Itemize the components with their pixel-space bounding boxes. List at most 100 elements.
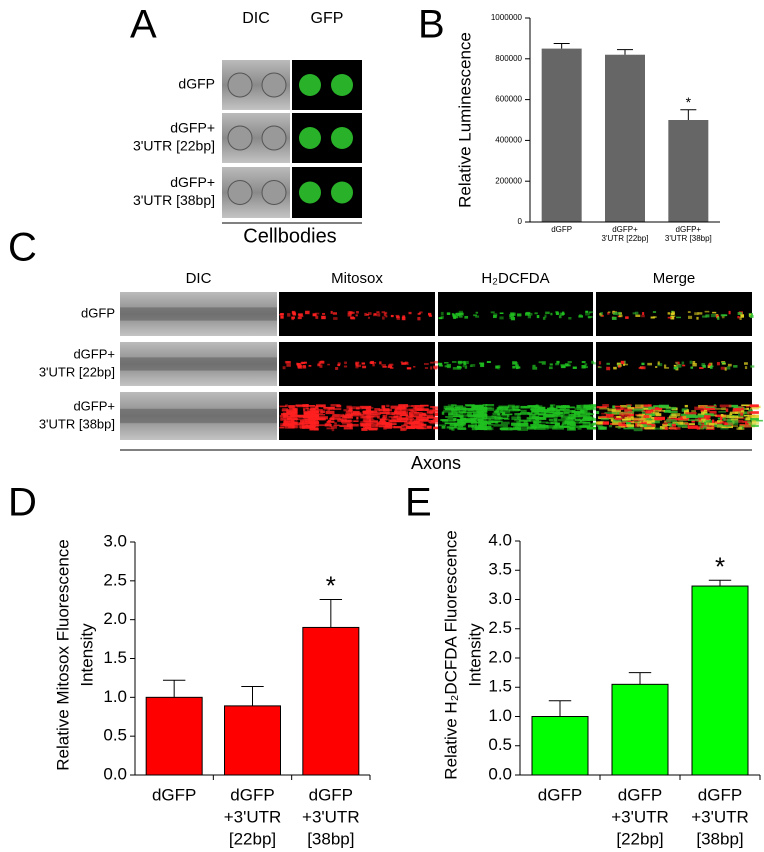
fluor-dot bbox=[365, 415, 375, 418]
fluor-dot bbox=[486, 361, 491, 363]
fluor-dot bbox=[384, 418, 390, 421]
fluor-dot bbox=[710, 365, 714, 368]
y-tick-label: 1.0 bbox=[103, 687, 127, 706]
fluor-dot bbox=[600, 417, 609, 421]
fluor-dot bbox=[618, 314, 623, 318]
fluor-dot bbox=[580, 408, 591, 411]
fluor-dot bbox=[512, 361, 517, 365]
fluor-dot bbox=[692, 361, 696, 364]
axon-band bbox=[120, 408, 277, 424]
fluor-dot bbox=[618, 422, 626, 426]
fluor-dot bbox=[471, 427, 478, 431]
row-label: dGFP+ bbox=[73, 398, 115, 413]
x-tick-label: dGFP bbox=[698, 785, 742, 804]
fluor-dot bbox=[659, 426, 668, 430]
fluor-dot bbox=[647, 362, 653, 366]
fluor-dot bbox=[645, 411, 652, 414]
fluor-dot bbox=[751, 414, 759, 418]
fluor-dot bbox=[598, 426, 605, 430]
fluor-dot bbox=[279, 426, 285, 429]
fluor-dot bbox=[697, 312, 703, 315]
fluor-dot bbox=[613, 419, 621, 423]
error-bar bbox=[241, 685, 264, 706]
fluor-dot bbox=[544, 314, 547, 318]
fluor-dot bbox=[294, 422, 306, 425]
row-label: 3'UTR [38bp] bbox=[133, 192, 215, 208]
fluor-dot bbox=[283, 414, 289, 418]
fluor-dot bbox=[381, 311, 386, 314]
fluor-dot bbox=[381, 422, 390, 425]
fluor-dot bbox=[676, 364, 682, 368]
micrograph bbox=[292, 167, 362, 218]
fluor-dot bbox=[550, 312, 553, 316]
fluor-dot bbox=[335, 367, 339, 370]
fluor-dot bbox=[630, 421, 634, 424]
fluor-dot bbox=[569, 426, 575, 430]
cell-glow bbox=[331, 181, 353, 204]
fluor-dot bbox=[534, 422, 540, 425]
fluor-dot bbox=[518, 425, 530, 428]
fluor-dot bbox=[588, 404, 597, 408]
fluor-dot bbox=[314, 312, 320, 315]
fluor-dot bbox=[586, 426, 598, 430]
fluor-dot bbox=[495, 365, 499, 369]
fluor-dot bbox=[575, 425, 581, 428]
fluor-dot bbox=[570, 424, 576, 427]
fluor-dot bbox=[369, 410, 378, 413]
fluor-dot bbox=[751, 418, 759, 421]
fluor-dot bbox=[562, 405, 570, 408]
fluor-dot bbox=[670, 316, 675, 320]
panel-letter: A bbox=[130, 3, 157, 47]
fluor-dot bbox=[647, 424, 652, 427]
cell-body bbox=[261, 72, 287, 98]
fluor-dot bbox=[564, 425, 576, 428]
fluor-dot bbox=[332, 312, 338, 315]
fluor-dot bbox=[305, 424, 309, 427]
fluor-dot bbox=[731, 425, 739, 427]
fluor-dot bbox=[684, 404, 688, 408]
fluor-dot bbox=[554, 422, 560, 426]
fluor-dot bbox=[500, 409, 511, 413]
fluor-dot bbox=[625, 316, 629, 319]
fluor-dot bbox=[536, 423, 546, 428]
fluor-dot bbox=[567, 417, 574, 420]
fluor-dot bbox=[490, 311, 495, 314]
fluor-dot bbox=[662, 422, 668, 425]
fluor-dot bbox=[734, 419, 744, 423]
fluor-dot bbox=[559, 408, 570, 411]
x-tick-label: +3'UTR bbox=[302, 807, 360, 826]
fluor-dot bbox=[668, 411, 678, 413]
cell-body bbox=[227, 180, 253, 205]
x-tick-label: dGFP bbox=[618, 785, 662, 804]
fluor-dot bbox=[481, 363, 484, 366]
y-tick-label: 2.5 bbox=[103, 570, 127, 589]
fluor-dot bbox=[510, 427, 521, 431]
fluor-dot bbox=[387, 409, 392, 412]
fluor-dot bbox=[317, 363, 321, 367]
fluor-dot bbox=[743, 411, 750, 415]
fluor-dot bbox=[308, 424, 319, 427]
fluor-dot bbox=[695, 418, 706, 422]
fluor-dot bbox=[408, 408, 413, 412]
fluor-dot bbox=[596, 411, 600, 414]
fluor-dot bbox=[750, 365, 755, 368]
fluor-dot bbox=[729, 411, 739, 414]
fluor-dot bbox=[488, 423, 494, 426]
row-label: 3'UTR [22bp] bbox=[133, 138, 215, 154]
fluor-dot bbox=[727, 363, 732, 367]
fluor-dot bbox=[407, 405, 413, 407]
x-tick-label: dGFP+ bbox=[676, 225, 702, 234]
fluor-dot bbox=[409, 418, 413, 422]
fluor-dot bbox=[355, 365, 359, 369]
fluor-dot bbox=[478, 427, 487, 430]
cell-glow bbox=[299, 74, 321, 96]
fluor-dot bbox=[583, 416, 592, 420]
micrograph bbox=[596, 342, 755, 386]
fluor-dot bbox=[353, 420, 359, 423]
fluor-dot bbox=[334, 422, 337, 425]
fluor-dot bbox=[370, 423, 379, 427]
fluor-dot bbox=[314, 414, 319, 418]
fluor-dot bbox=[288, 405, 295, 409]
fluor-dot bbox=[742, 408, 750, 410]
fluor-dot bbox=[426, 425, 432, 429]
